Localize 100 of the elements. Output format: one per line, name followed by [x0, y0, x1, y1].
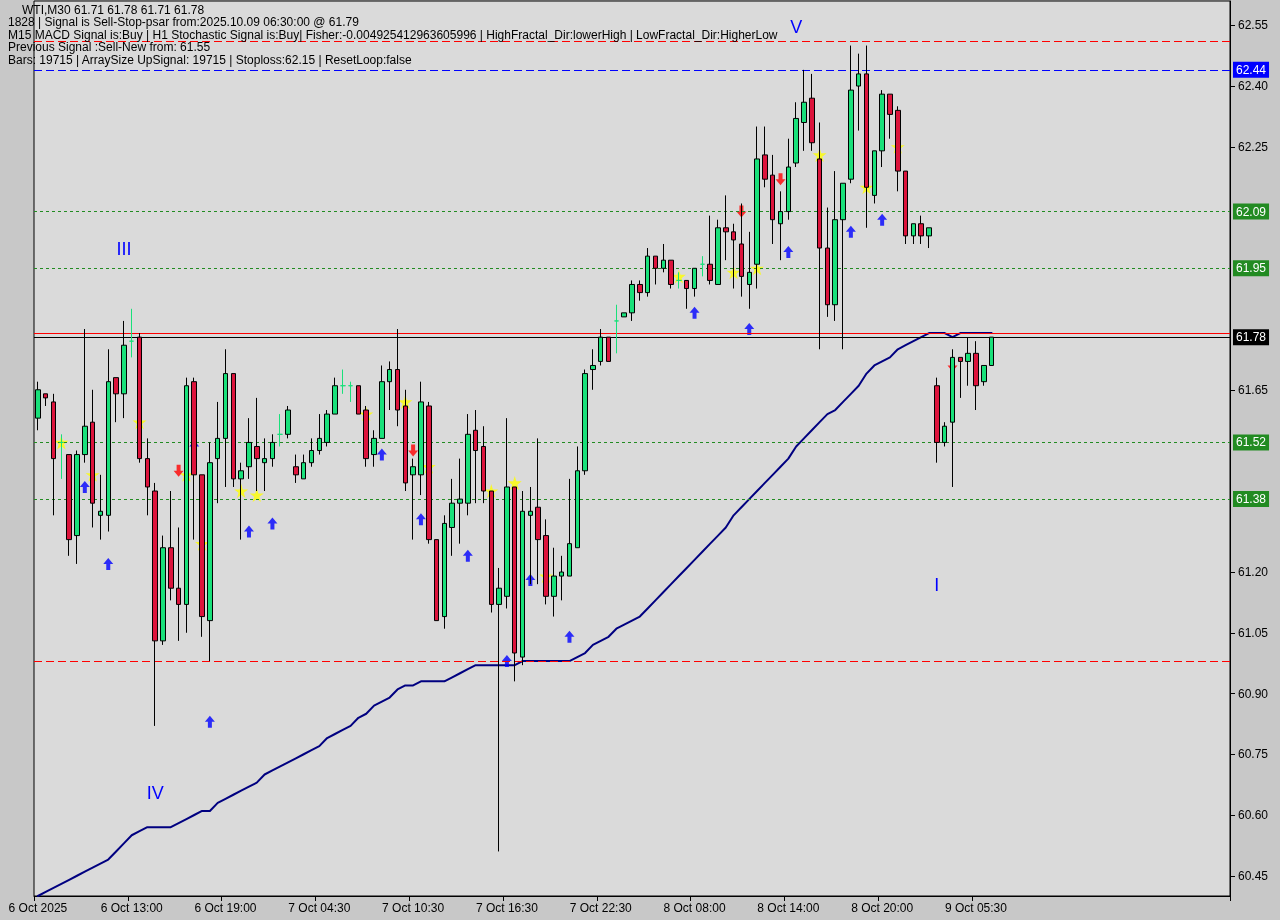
candlestick — [66, 454, 72, 557]
candlestick — [254, 397, 260, 492]
candlestick — [340, 369, 346, 395]
candlestick — [723, 194, 729, 261]
ref-line-label: 61.78 — [1236, 330, 1267, 345]
candlestick — [575, 445, 580, 549]
y-tick-label: 60.45 — [1238, 868, 1269, 883]
point — [783, 246, 794, 259]
candlestick — [872, 150, 877, 204]
candlestick — [864, 45, 869, 229]
point — [173, 464, 184, 477]
x-tick-label: 6 Oct 19:00 — [194, 901, 257, 915]
candlestick — [739, 202, 744, 298]
candlestick — [645, 247, 650, 298]
point — [408, 444, 419, 457]
candlestick — [856, 53, 861, 132]
candlestick — [309, 437, 314, 468]
candlestick — [59, 433, 64, 480]
candlestick — [653, 255, 658, 285]
y-tick-label: 62.25 — [1238, 139, 1269, 154]
candlestick — [520, 490, 525, 666]
candlestick — [559, 555, 564, 601]
candlestick — [747, 231, 752, 310]
candlestick — [246, 417, 252, 480]
candlestick — [981, 364, 987, 387]
candlestick — [215, 401, 220, 504]
candlestick — [551, 547, 557, 618]
candlestick — [387, 360, 392, 411]
point — [415, 513, 426, 526]
candlestick — [262, 437, 267, 492]
candlestick — [223, 348, 228, 488]
candlestick — [43, 393, 48, 407]
candlestick — [277, 413, 283, 447]
candlestick — [926, 227, 932, 249]
candlestick — [590, 348, 596, 391]
y-tick-label: 62.40 — [1238, 79, 1269, 94]
candlestick — [934, 377, 940, 464]
candlestick — [668, 259, 674, 290]
candlestick — [98, 474, 103, 541]
point — [877, 213, 888, 226]
point — [376, 448, 387, 461]
candlestick — [324, 409, 330, 447]
point — [79, 480, 90, 493]
y-tick-label: 60.75 — [1238, 747, 1269, 762]
candlestick — [582, 369, 588, 476]
candlestick — [129, 308, 134, 358]
candlestick — [770, 154, 775, 245]
candlestick — [504, 417, 510, 609]
annotation: 1828 | Signal is Sell-Stop-psar from:2025.10.09 06:30:00 @ 61.79 — [8, 15, 360, 30]
candlestick — [637, 279, 643, 302]
candlestick — [614, 304, 619, 354]
x-tick-label: 8 Oct 08:00 — [663, 901, 726, 915]
candlestick — [199, 474, 205, 638]
point — [243, 525, 254, 538]
candlestick — [293, 454, 299, 484]
x-tick-label: 6 Oct 13:00 — [100, 901, 164, 915]
ref-line-label: 62.44 — [1236, 62, 1267, 77]
candlestick — [950, 348, 955, 488]
candlestick — [449, 478, 455, 557]
candlestick — [168, 490, 174, 601]
candlestick — [332, 377, 338, 415]
ref-line-label: 62.09 — [1236, 204, 1267, 219]
candlestick — [903, 170, 908, 245]
line-series — [36, 332, 993, 897]
candlestick — [106, 348, 111, 533]
candlestick — [676, 271, 682, 290]
candlestick — [113, 377, 119, 423]
annotation: I — [934, 575, 940, 595]
candlestick — [629, 279, 635, 322]
candlestick — [74, 450, 80, 565]
candlestick — [434, 539, 439, 622]
y-tick-label: 60.60 — [1238, 808, 1269, 822]
y-tick-label: 61.20 — [1238, 565, 1269, 580]
point — [564, 630, 575, 643]
point — [744, 323, 755, 336]
x-tick-label: 7 Oct 04:30 — [288, 901, 351, 915]
candlestick — [731, 223, 736, 290]
candlestick — [832, 170, 838, 322]
y-tick-label: 62.55 — [1238, 18, 1269, 33]
candlestick — [51, 393, 56, 516]
x-tick-label: 9 Oct 05:30 — [944, 901, 1008, 915]
candlestick — [363, 405, 369, 468]
candlestick — [207, 441, 213, 662]
candlestick — [567, 478, 572, 577]
candlestick — [457, 458, 463, 545]
candlestick — [348, 381, 353, 403]
annotation: III — [116, 239, 132, 259]
candlestick — [661, 243, 666, 273]
candlestick — [535, 437, 541, 585]
candlestick — [356, 385, 361, 415]
candlestick — [895, 105, 901, 192]
ref-line-label: 61.95 — [1236, 261, 1267, 276]
candlestick — [707, 215, 713, 285]
candlestick — [684, 279, 689, 310]
candlestick — [465, 413, 471, 516]
candlestick — [786, 138, 791, 221]
candlestick — [754, 126, 760, 290]
annotation: IV — [146, 783, 164, 803]
candlestick — [145, 437, 150, 516]
candlestick — [90, 389, 95, 528]
